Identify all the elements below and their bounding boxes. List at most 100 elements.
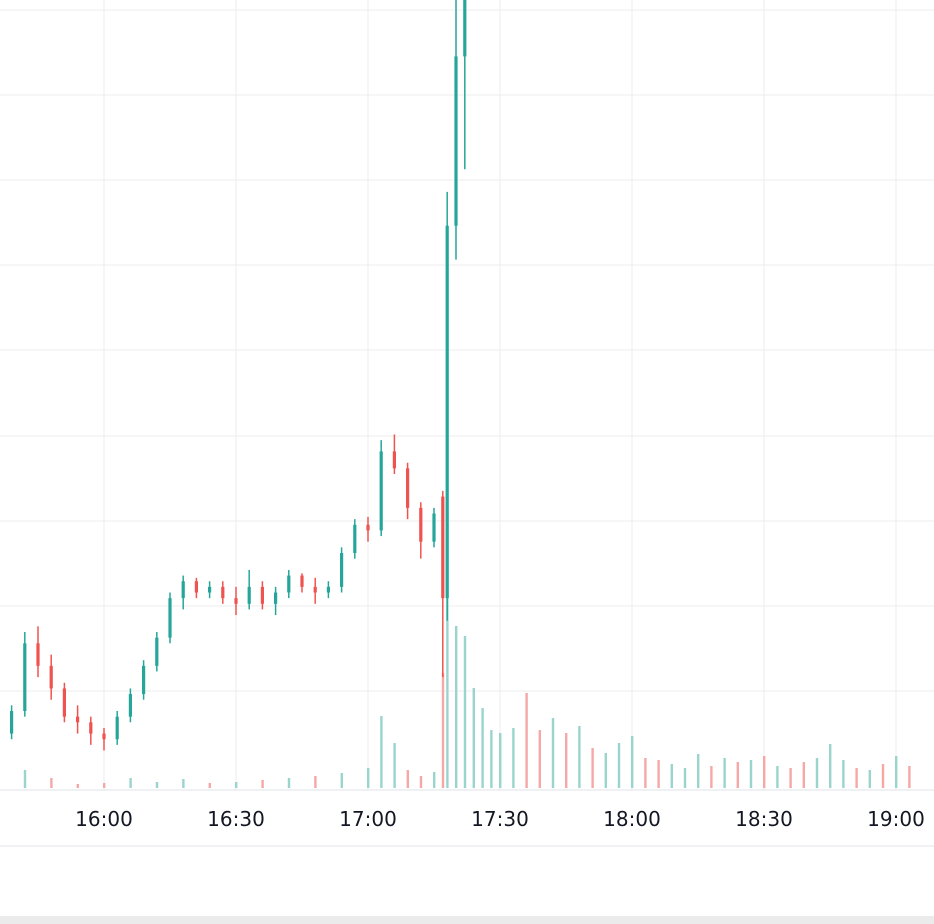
candle bbox=[194, 577, 198, 599]
volume-bar bbox=[287, 778, 291, 788]
volume-bar bbox=[76, 784, 79, 788]
candle-body bbox=[155, 637, 159, 666]
volume-bar bbox=[895, 756, 898, 788]
candle bbox=[274, 586, 278, 616]
candle-body bbox=[194, 581, 198, 593]
volume-bar bbox=[129, 778, 132, 788]
volume-bar bbox=[670, 764, 673, 788]
volume-bar bbox=[842, 760, 845, 788]
candle-body bbox=[432, 513, 436, 542]
candle-body bbox=[445, 225, 449, 599]
volume-bar bbox=[490, 730, 493, 788]
candle bbox=[181, 575, 185, 610]
candle bbox=[62, 682, 66, 723]
volume-bar bbox=[525, 693, 528, 788]
candle bbox=[379, 440, 383, 537]
candle-body bbox=[419, 507, 423, 542]
volume-bar bbox=[710, 766, 713, 788]
candle-body bbox=[326, 586, 330, 593]
candle bbox=[454, 0, 458, 260]
x-tick-label: 17:30 bbox=[471, 807, 529, 831]
candle bbox=[10, 705, 14, 740]
candle-body bbox=[300, 575, 304, 587]
x-tick-label: 19:00 bbox=[867, 807, 925, 831]
candle-body bbox=[287, 575, 291, 593]
volume-bar bbox=[657, 760, 660, 788]
candle bbox=[432, 507, 436, 548]
volume-bar bbox=[538, 730, 541, 788]
volume-bar bbox=[829, 744, 832, 788]
candle-body bbox=[10, 711, 14, 734]
candle-body bbox=[392, 451, 396, 469]
candle bbox=[221, 581, 225, 604]
candle-body bbox=[49, 665, 53, 689]
volume-bar bbox=[565, 733, 568, 788]
candle-body bbox=[128, 694, 132, 717]
candle bbox=[260, 581, 264, 610]
volume-bar bbox=[591, 748, 594, 788]
candle-body bbox=[208, 586, 212, 593]
volume-bar bbox=[261, 780, 264, 788]
volume-bar bbox=[419, 776, 423, 788]
candle bbox=[234, 586, 238, 616]
volume-bar bbox=[103, 783, 106, 788]
volume-bar bbox=[683, 768, 687, 788]
candle bbox=[89, 716, 93, 745]
candle bbox=[287, 569, 291, 599]
candle bbox=[406, 462, 410, 520]
volume-bar bbox=[208, 783, 211, 788]
volume-bar bbox=[441, 673, 445, 788]
volume-bar bbox=[406, 770, 409, 788]
candle bbox=[115, 711, 119, 745]
candle bbox=[340, 547, 344, 593]
volume-bar bbox=[182, 779, 185, 788]
volume-bar bbox=[481, 708, 484, 788]
candle-body bbox=[406, 468, 410, 508]
candle-body bbox=[340, 553, 344, 587]
volume-bar bbox=[50, 778, 53, 788]
candle bbox=[326, 581, 330, 599]
candle bbox=[300, 573, 304, 593]
candle-body bbox=[76, 716, 80, 723]
volume-bar bbox=[763, 756, 766, 788]
candle-body bbox=[89, 722, 93, 734]
candle bbox=[102, 727, 106, 751]
time-axis[interactable]: 15:30 16:00 16:30 17:00 17:30 18:00 18:30 19:00 bbox=[0, 807, 925, 831]
volume-bar bbox=[433, 772, 436, 788]
volume-bar bbox=[617, 743, 621, 788]
volume-bar bbox=[604, 753, 607, 788]
volume-bar bbox=[644, 758, 647, 788]
volume-bars bbox=[23, 513, 911, 788]
candle-body bbox=[115, 716, 119, 740]
x-tick-label: 15:30 bbox=[0, 807, 1, 831]
bottom-scrollbar-area[interactable] bbox=[0, 916, 934, 924]
candle-body bbox=[353, 524, 357, 553]
candle bbox=[353, 519, 357, 559]
candle bbox=[445, 191, 449, 621]
candle-body bbox=[181, 581, 185, 599]
candle-body bbox=[142, 665, 146, 695]
volume-bar bbox=[393, 743, 396, 788]
candles bbox=[0, 0, 467, 751]
candle-body bbox=[260, 586, 264, 604]
candle bbox=[366, 516, 370, 542]
candle-body bbox=[379, 451, 383, 531]
candle-body bbox=[454, 56, 458, 226]
volume-bar bbox=[749, 760, 753, 788]
volume-bar bbox=[736, 762, 739, 788]
volume-bar bbox=[499, 733, 502, 788]
candle bbox=[419, 502, 423, 559]
candle bbox=[441, 490, 445, 678]
candle-body bbox=[313, 586, 317, 593]
volume-bar bbox=[789, 768, 792, 788]
candle bbox=[36, 626, 40, 678]
candle bbox=[392, 434, 396, 474]
volume-bar bbox=[512, 728, 515, 788]
candle-body bbox=[463, 0, 467, 57]
candle-body bbox=[274, 592, 278, 604]
volume-bar bbox=[815, 758, 819, 788]
x-tick-label: 17:00 bbox=[339, 807, 397, 831]
volume-bar bbox=[776, 766, 779, 788]
volume-bar bbox=[235, 782, 238, 788]
